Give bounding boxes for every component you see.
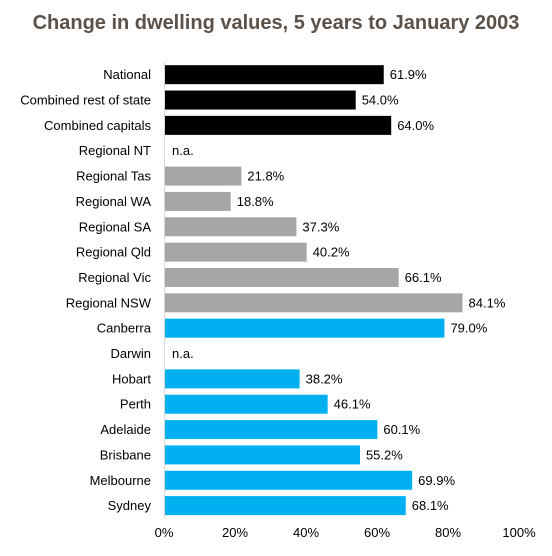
value-label: 38.2%	[306, 371, 343, 386]
x-tick-label: 60%	[364, 525, 390, 540]
category-label: Regional Vic	[78, 270, 151, 285]
value-label: 84.1%	[469, 295, 506, 310]
value-label: 64.0%	[397, 118, 434, 133]
bar	[164, 369, 300, 389]
value-label: 66.1%	[405, 270, 442, 285]
bar	[164, 217, 297, 237]
bar	[164, 496, 406, 516]
category-label: Sydney	[108, 498, 152, 513]
category-label: Regional Qld	[76, 245, 151, 260]
bar	[164, 115, 392, 135]
category-label: Melbourne	[90, 473, 151, 488]
value-label: 60.1%	[383, 422, 420, 437]
category-label: Combined rest of state	[20, 93, 151, 108]
bar	[164, 65, 384, 85]
bar	[164, 394, 328, 414]
category-label: Regional Tas	[76, 169, 151, 184]
value-label: 37.3%	[302, 219, 339, 234]
category-label: Hobart	[112, 371, 151, 386]
category-label: National	[103, 67, 151, 82]
bar	[164, 166, 242, 186]
category-label: Canberra	[97, 321, 152, 336]
category-label: Regional SA	[79, 219, 152, 234]
bar	[164, 242, 307, 262]
x-tick-label: 100%	[502, 525, 536, 540]
category-label: Darwin	[111, 346, 151, 361]
value-label: 69.9%	[418, 473, 455, 488]
bar	[164, 293, 463, 313]
bar	[164, 267, 399, 287]
bar	[164, 90, 356, 110]
value-label: 46.1%	[334, 397, 371, 412]
bar	[164, 318, 445, 338]
category-label: Adelaide	[100, 422, 151, 437]
value-label: 68.1%	[412, 498, 449, 513]
x-tick-label: 40%	[293, 525, 319, 540]
category-label: Perth	[120, 397, 151, 412]
bar	[164, 445, 360, 465]
x-tick-label: 80%	[435, 525, 461, 540]
value-label: 54.0%	[362, 93, 399, 108]
category-label: Brisbane	[100, 447, 151, 462]
bar	[164, 470, 413, 490]
category-label: Combined capitals	[44, 118, 151, 133]
category-label: Regional NSW	[66, 295, 152, 310]
value-label: 18.8%	[237, 194, 274, 209]
value-label: n.a.	[172, 143, 194, 158]
value-label: 79.0%	[450, 321, 487, 336]
category-label: Regional NT	[79, 143, 151, 158]
bar	[164, 191, 231, 211]
value-label: 21.8%	[247, 169, 284, 184]
x-tick-label: 0%	[155, 525, 174, 540]
value-label: 55.2%	[366, 447, 403, 462]
value-label: 40.2%	[313, 245, 350, 260]
value-label: n.a.	[172, 346, 194, 361]
value-label: 61.9%	[390, 67, 427, 82]
category-label: Regional WA	[76, 194, 152, 209]
x-tick-label: 20%	[222, 525, 248, 540]
chart-title: Change in dwelling values, 5 years to Ja…	[32, 12, 520, 34]
bar	[164, 420, 378, 440]
